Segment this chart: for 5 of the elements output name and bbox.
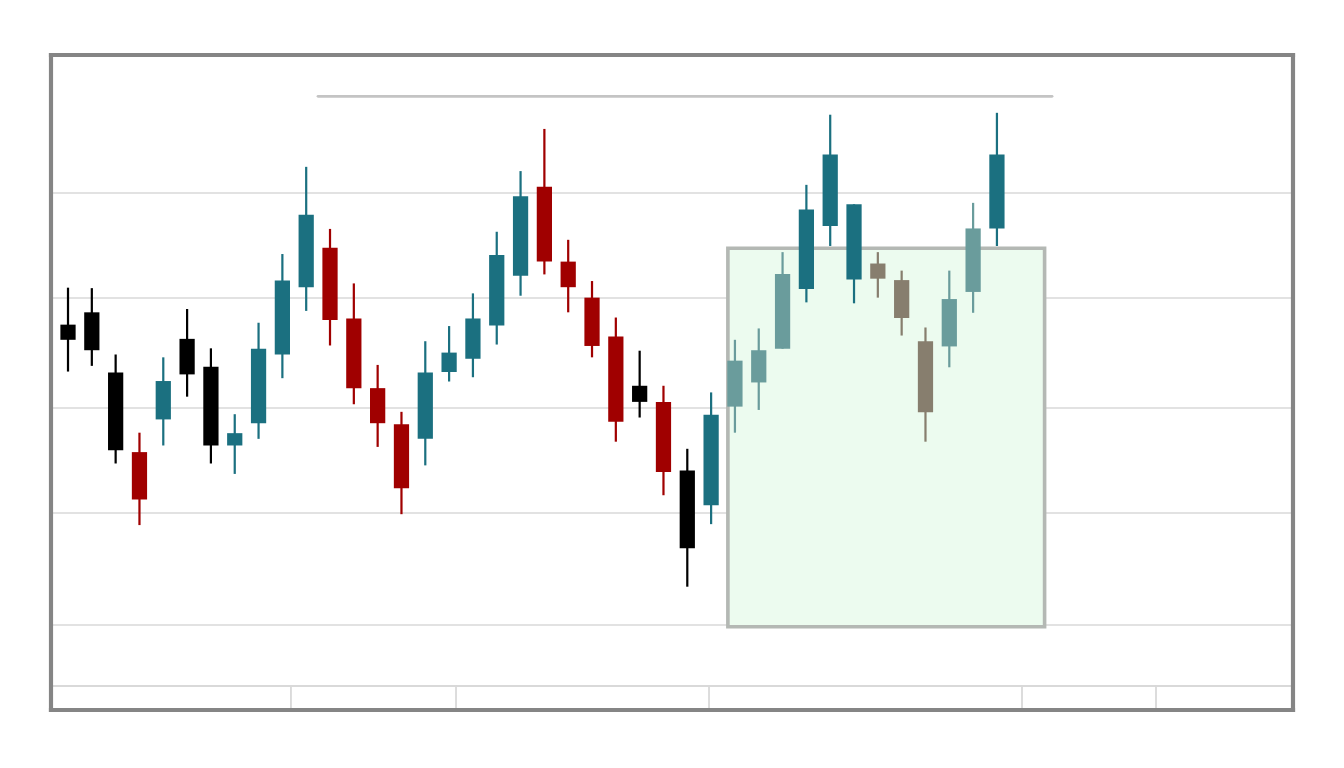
candlestick [870, 251, 886, 299]
candlestick [60, 286, 76, 373]
candlestick [227, 413, 243, 476]
candlestick [632, 349, 648, 419]
candlestick [441, 324, 457, 383]
